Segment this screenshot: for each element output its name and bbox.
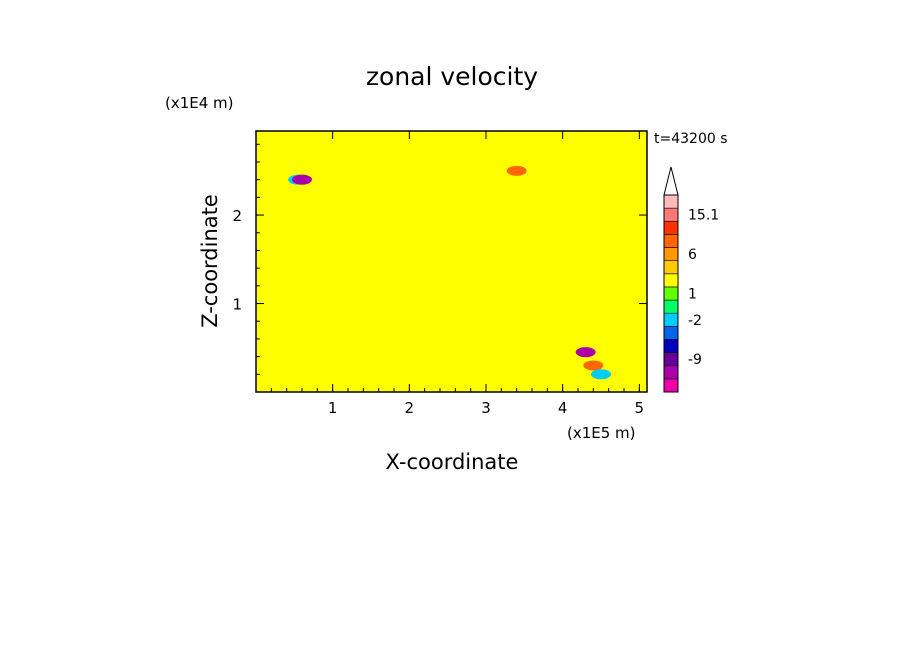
field-feature (506, 165, 527, 176)
colorbar-tick-label: 1 (688, 287, 697, 303)
x-tick-label: 1 (328, 399, 338, 417)
colorbar-frame (663, 194, 679, 393)
field-band (256, 210, 647, 229)
colorbar-level (663, 220, 679, 235)
colorbar-tick-label: 6 (688, 247, 697, 263)
field-feature (583, 360, 604, 371)
colorbar-level (663, 378, 679, 393)
chart-title: zonal velocity (366, 62, 538, 91)
x-tick-label: 4 (558, 399, 568, 417)
colorbar-level (663, 194, 679, 209)
x-axis: 1 2 3 4 5 (270, 131, 645, 417)
colorbar-tick-label: -9 (688, 352, 702, 368)
colorbar-level (663, 273, 679, 288)
colorbar-level (663, 247, 679, 261)
colorbar-level (663, 234, 679, 248)
y-tick-label: 1 (232, 296, 242, 314)
y-axis: 12 (232, 143, 647, 375)
field-band (256, 170, 647, 193)
x-tick-label: 2 (405, 399, 415, 417)
field-feature (591, 369, 611, 380)
colorbar-level (663, 352, 679, 367)
plot-frame (255, 130, 648, 393)
colorbar-level (663, 326, 679, 340)
x-tick-label: 5 (635, 399, 645, 417)
field-band (256, 250, 647, 273)
y-axis-label: Z-coordinate (198, 194, 222, 328)
field-feature (292, 174, 312, 185)
x-axis-label: X-coordinate (386, 450, 519, 474)
velocity-field (256, 131, 647, 392)
colorbar-tick-label: 15.1 (688, 208, 719, 224)
colorbar-level (663, 207, 679, 222)
x-tick-label: 3 (481, 399, 491, 417)
colorbar: 15.1 6 1 -2 -9 (663, 166, 719, 393)
colorbar-level (663, 286, 679, 301)
field-band (256, 307, 647, 335)
colorbar-level (663, 299, 679, 314)
colorbar-level (663, 260, 679, 275)
colorbar-level (663, 365, 679, 380)
colorbar-level (663, 339, 679, 353)
field-feature (575, 347, 596, 358)
colorbar-tick-label: -2 (688, 313, 702, 329)
y-tick-label: 2 (232, 207, 242, 225)
field-band (256, 369, 647, 392)
time-label: t=43200 s (654, 131, 728, 147)
y-unit-label: (x1E4 m) (165, 94, 234, 112)
colorbar-arrow (663, 166, 679, 196)
colorbar-level (663, 312, 679, 327)
x-unit-label: (x1E5 m) (567, 424, 636, 442)
